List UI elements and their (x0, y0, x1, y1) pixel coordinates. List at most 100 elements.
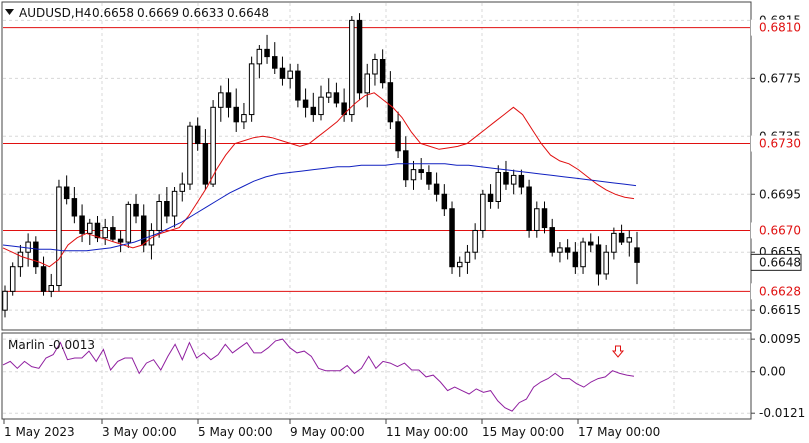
candle (503, 160, 509, 190)
candle-body-down (164, 200, 170, 217)
candle (611, 227, 617, 260)
candle (318, 85, 324, 121)
price-axis-ticks: 0.68150.67750.67350.66950.66550.66150.68… (750, 13, 802, 317)
candle-body-up (480, 193, 486, 231)
indicator-tick-label: -0.0121 (759, 406, 805, 420)
candle (164, 187, 170, 224)
current-price-box (750, 253, 802, 271)
candle-body-down (279, 67, 286, 79)
candle (171, 187, 178, 228)
candle (33, 236, 39, 274)
candle-body-down (295, 70, 301, 101)
candle-body-up (464, 251, 471, 263)
candle-body-up (364, 73, 370, 94)
candle (426, 165, 432, 190)
price-gridlines (3, 3, 750, 329)
candle-body-up (156, 200, 162, 231)
candle-body-down (395, 121, 401, 152)
candle-body-down (426, 172, 432, 185)
candle (194, 117, 201, 151)
candle (241, 102, 247, 130)
candle (310, 92, 317, 122)
candle (102, 218, 108, 245)
indicator-tick-label: 0.0095 (759, 332, 801, 346)
ohlc-high: 0.6669 (137, 6, 179, 20)
candle (272, 42, 278, 74)
chart-header: AUDUSD,H4 0.6658 0.6669 0.6633 0.6648 (5, 6, 269, 20)
candle (256, 45, 263, 79)
candle (179, 172, 186, 202)
candle (487, 184, 494, 209)
candle-body-up (187, 125, 193, 185)
candle (9, 262, 16, 296)
candle (295, 63, 301, 108)
candle (564, 239, 571, 260)
candle-body-down (564, 247, 571, 253)
candle-body-down (110, 227, 116, 240)
candle (218, 85, 224, 122)
candle-body-down (549, 227, 555, 253)
candle (464, 244, 471, 274)
candle-body-down (40, 266, 47, 292)
candle (626, 230, 633, 257)
candle-body-up (580, 241, 586, 268)
indicator-panel: Marlin -0.0013 0.0095 0.00 -0.0121 (1, 332, 805, 420)
marlin-line (2, 338, 635, 412)
candle-body-down (487, 193, 494, 202)
ohlc-close: 0.6648 (227, 6, 269, 20)
candle-body-up (9, 266, 16, 292)
candle (302, 88, 309, 118)
moving-average-lines (2, 92, 637, 268)
candle-body-up (318, 96, 324, 116)
candle (395, 111, 401, 159)
price-tick-label: 0.6775 (759, 71, 801, 85)
candle (17, 244, 24, 277)
candle-body-down (140, 215, 147, 246)
candle-body-down (202, 143, 209, 185)
level-label-bg (751, 222, 801, 239)
candle-body-down (518, 174, 525, 188)
candle-body-up (287, 70, 293, 79)
candle (48, 273, 54, 298)
candle (526, 179, 532, 238)
candle-body-down (302, 99, 309, 108)
candle (510, 169, 517, 195)
candle-body-up (248, 63, 255, 116)
candle-body-down (71, 198, 78, 217)
candle (618, 224, 625, 245)
candle-body-down (133, 203, 139, 217)
candle (56, 179, 62, 292)
candle (418, 158, 424, 180)
candle (2, 285, 8, 318)
candlesticks (2, 13, 640, 318)
candle-body-down (618, 232, 625, 243)
candle (233, 88, 239, 132)
candle (603, 244, 609, 280)
candle-body-up (102, 227, 108, 239)
candle-body-up (17, 251, 24, 268)
candle (456, 256, 463, 277)
price-tick-label: 0.6695 (759, 187, 801, 201)
candle (433, 172, 440, 202)
candle (287, 63, 293, 89)
candle-body-up (2, 290, 8, 311)
level-label: 0.6670 (759, 223, 801, 237)
candle-body-down (572, 251, 579, 268)
candle (379, 49, 386, 89)
candle-body-down (541, 208, 548, 229)
candle-body-down (33, 241, 39, 268)
candle (94, 215, 101, 243)
candle-body-down (379, 59, 386, 84)
time-tick-label: 9 May 00:00 (290, 425, 365, 439)
dropdown-triangle-icon[interactable] (5, 9, 14, 15)
candle (125, 201, 132, 248)
price-levels (3, 27, 750, 292)
time-tick-label: 3 May 00:00 (102, 425, 177, 439)
price-panel: AUDUSD,H4 0.6658 0.6669 0.6633 0.6648 0.… (1, 1, 802, 331)
candle-body-down (433, 183, 440, 195)
candle (441, 184, 448, 216)
ma-red-line (2, 92, 635, 268)
candle (472, 223, 478, 260)
candle (410, 160, 417, 190)
candle-body-down (194, 125, 201, 145)
